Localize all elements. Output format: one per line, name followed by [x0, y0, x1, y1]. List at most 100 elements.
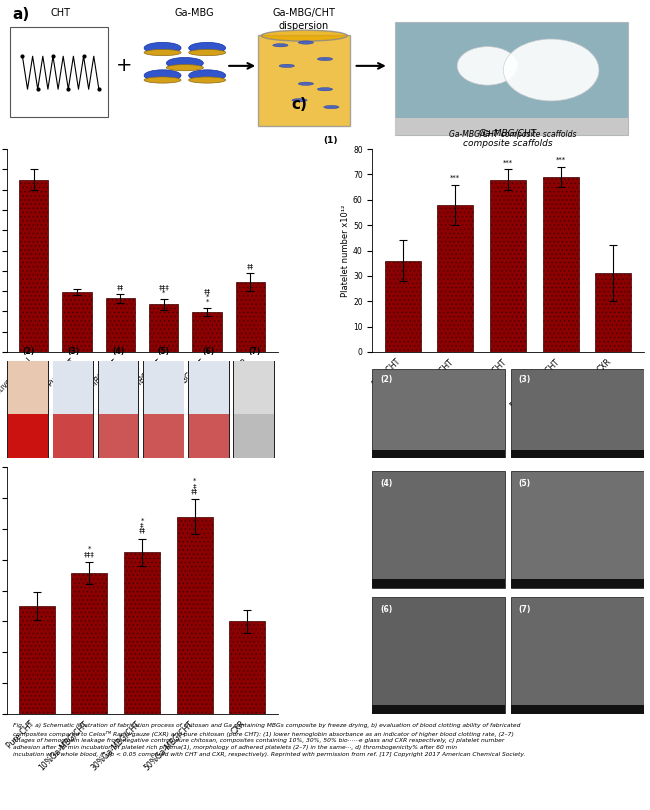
FancyBboxPatch shape	[144, 361, 183, 415]
FancyBboxPatch shape	[99, 361, 138, 415]
Bar	[543, 177, 578, 352]
FancyBboxPatch shape	[511, 450, 644, 458]
Ellipse shape	[166, 58, 203, 69]
Text: (4): (4)	[380, 480, 393, 488]
FancyBboxPatch shape	[8, 361, 48, 415]
Text: Ga-MBG: Ga-MBG	[175, 8, 215, 18]
FancyBboxPatch shape	[233, 360, 275, 459]
FancyBboxPatch shape	[8, 415, 48, 458]
Ellipse shape	[144, 49, 181, 56]
Ellipse shape	[144, 42, 181, 53]
Ellipse shape	[144, 70, 181, 81]
Bar	[595, 273, 631, 352]
Bar	[236, 282, 265, 352]
Bar	[149, 305, 179, 352]
Circle shape	[279, 64, 294, 67]
FancyBboxPatch shape	[189, 361, 229, 415]
Text: ‡‡‡
*: ‡‡‡ *	[159, 284, 169, 296]
Bar	[72, 573, 107, 714]
FancyBboxPatch shape	[53, 415, 93, 458]
Circle shape	[298, 82, 313, 85]
Text: CHT: CHT	[51, 8, 71, 18]
FancyBboxPatch shape	[395, 22, 627, 134]
Bar	[385, 261, 421, 352]
FancyBboxPatch shape	[234, 415, 274, 458]
Text: Ga-MBG/CHT composite scaffolds: Ga-MBG/CHT composite scaffolds	[449, 130, 577, 139]
Text: (2): (2)	[22, 347, 34, 356]
Ellipse shape	[261, 30, 347, 41]
Text: ‡‡: ‡‡	[247, 263, 254, 270]
FancyBboxPatch shape	[511, 705, 644, 714]
FancyBboxPatch shape	[372, 705, 505, 714]
Ellipse shape	[188, 42, 226, 53]
Ellipse shape	[188, 49, 226, 56]
FancyBboxPatch shape	[234, 361, 274, 415]
Bar	[437, 205, 473, 352]
Text: ‡‡: ‡‡	[117, 284, 124, 290]
Circle shape	[317, 58, 333, 61]
FancyBboxPatch shape	[511, 579, 644, 588]
Text: *
‡
‡‡: * ‡ ‡‡	[138, 518, 146, 534]
Text: ***: ***	[450, 175, 460, 181]
Bar	[177, 517, 213, 714]
Text: (5): (5)	[519, 480, 531, 488]
FancyBboxPatch shape	[7, 360, 49, 459]
Text: (6): (6)	[203, 347, 215, 356]
Circle shape	[298, 40, 313, 45]
Bar	[124, 552, 160, 714]
FancyBboxPatch shape	[372, 369, 505, 458]
Title: Ga-MBG/CHT
composite scaffolds: Ga-MBG/CHT composite scaffolds	[463, 129, 552, 148]
Text: (7): (7)	[519, 605, 531, 615]
FancyBboxPatch shape	[511, 369, 644, 458]
Circle shape	[292, 99, 307, 102]
Text: Ga-MBG/CHT: Ga-MBG/CHT	[272, 8, 335, 18]
Bar	[105, 298, 135, 352]
Bar	[192, 312, 222, 352]
Text: (3): (3)	[519, 375, 531, 384]
Text: +: +	[116, 57, 133, 75]
Text: *
‡‡‡: * ‡‡‡	[84, 546, 95, 557]
Text: (5): (5)	[158, 347, 170, 356]
Text: ***: ***	[503, 160, 513, 165]
Text: ***: ***	[556, 157, 566, 163]
FancyBboxPatch shape	[10, 27, 109, 117]
Bar	[490, 180, 526, 352]
Text: ‡‡
*
*: ‡‡ * *	[203, 288, 211, 305]
Text: (2): (2)	[380, 375, 393, 384]
Circle shape	[317, 87, 333, 91]
Text: Fig. 7.  a) Schematic illustration of fabrication process of chitosan and Ga con: Fig. 7. a) Schematic illustration of fab…	[13, 723, 525, 757]
FancyBboxPatch shape	[511, 471, 644, 588]
Ellipse shape	[166, 65, 203, 70]
Text: (3): (3)	[67, 347, 79, 356]
FancyBboxPatch shape	[53, 361, 93, 415]
Text: a): a)	[13, 6, 30, 22]
FancyBboxPatch shape	[258, 35, 350, 126]
FancyBboxPatch shape	[372, 450, 505, 458]
Ellipse shape	[457, 47, 517, 85]
Circle shape	[273, 44, 288, 47]
FancyBboxPatch shape	[143, 360, 185, 459]
Text: *
‡
‡‡: * ‡ ‡‡	[191, 478, 198, 494]
FancyBboxPatch shape	[98, 360, 139, 459]
FancyBboxPatch shape	[99, 415, 138, 458]
Circle shape	[324, 105, 339, 109]
Text: (1): (1)	[324, 136, 338, 145]
Ellipse shape	[144, 77, 181, 83]
FancyBboxPatch shape	[189, 415, 229, 458]
Bar	[229, 621, 265, 714]
Bar	[62, 292, 92, 352]
Ellipse shape	[188, 77, 226, 83]
FancyBboxPatch shape	[144, 415, 183, 458]
Text: (4): (4)	[112, 347, 125, 356]
Text: c): c)	[291, 96, 307, 112]
Bar	[19, 180, 48, 352]
Text: (7): (7)	[248, 347, 260, 356]
FancyBboxPatch shape	[372, 597, 505, 714]
FancyBboxPatch shape	[372, 579, 505, 588]
Y-axis label: Platelet number x10¹²: Platelet number x10¹²	[341, 204, 350, 296]
Ellipse shape	[188, 70, 226, 81]
FancyBboxPatch shape	[372, 471, 505, 588]
FancyBboxPatch shape	[53, 360, 94, 459]
Ellipse shape	[503, 39, 599, 101]
Text: (6): (6)	[380, 605, 393, 615]
